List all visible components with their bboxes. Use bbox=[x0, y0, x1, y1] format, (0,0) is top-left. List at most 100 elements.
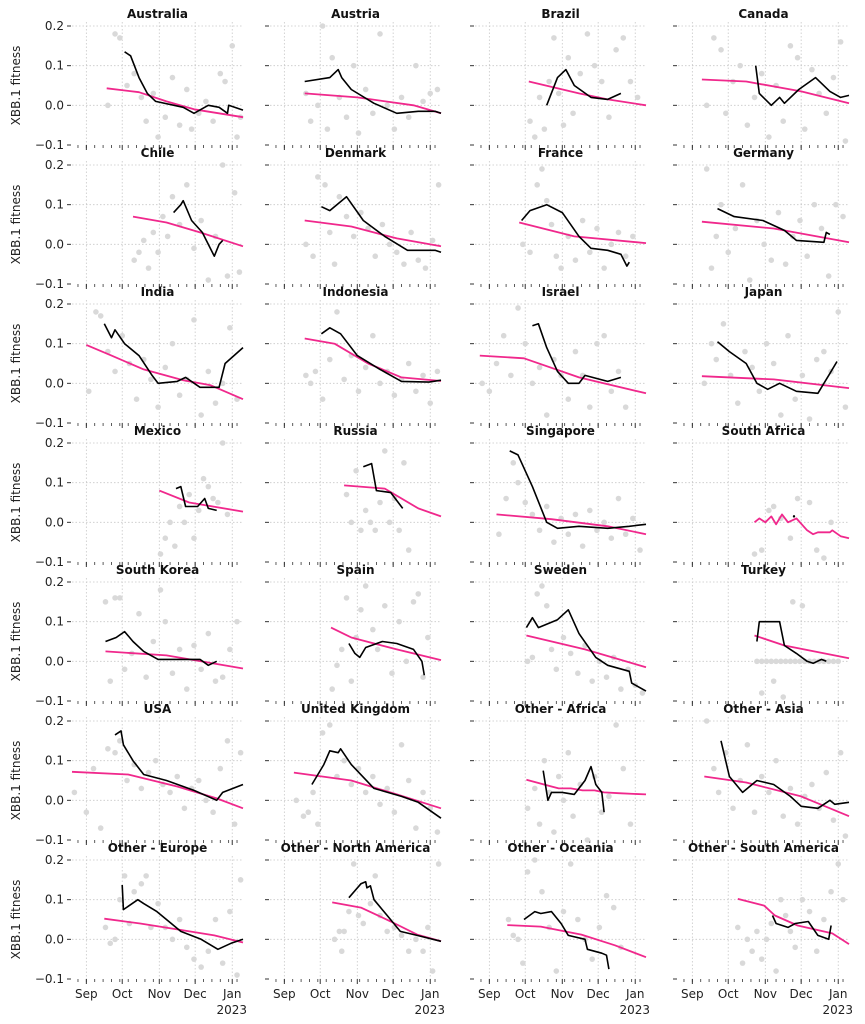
scatter-point bbox=[310, 789, 316, 796]
scatter-point bbox=[172, 543, 178, 549]
scatter-point bbox=[176, 916, 183, 923]
scatter-point bbox=[615, 495, 622, 502]
y-tick-label: 0.0 bbox=[45, 932, 64, 946]
scatter-point bbox=[97, 313, 104, 319]
scatter-point bbox=[205, 483, 212, 490]
model-line bbox=[106, 87, 244, 119]
y-tick-label: 0.0 bbox=[45, 654, 64, 668]
scatter-point bbox=[384, 785, 390, 792]
panel-indonesia: Indonesia bbox=[265, 285, 442, 428]
panel-title: Other - Oceania bbox=[507, 841, 613, 855]
scatter-point bbox=[627, 821, 634, 827]
scatter-point bbox=[350, 233, 357, 240]
scatter-point bbox=[551, 829, 557, 835]
scatter-point bbox=[536, 527, 543, 534]
y-tick-label: 0.1 bbox=[45, 615, 64, 629]
scatter-point bbox=[785, 332, 791, 339]
scatter-point bbox=[782, 912, 789, 919]
scatter-point bbox=[627, 78, 634, 85]
scatter-point bbox=[305, 809, 312, 816]
scatter-point bbox=[331, 936, 338, 943]
scatter-point bbox=[837, 39, 844, 45]
scatter-point bbox=[183, 86, 190, 93]
scatter-point bbox=[234, 134, 240, 140]
scatter-point bbox=[787, 785, 794, 792]
scatter-point bbox=[360, 920, 367, 927]
scatter-point bbox=[575, 670, 581, 677]
scatter-point bbox=[138, 94, 145, 101]
y-tick-label: 0.1 bbox=[45, 754, 64, 768]
scatter-point bbox=[813, 948, 820, 955]
scatter-point bbox=[711, 765, 717, 772]
y-tick-label: 0.2 bbox=[45, 714, 64, 728]
y-tick-label: 0.2 bbox=[45, 297, 64, 311]
y-tick-label: 0.2 bbox=[45, 19, 64, 33]
panel-canada: Canada bbox=[673, 7, 850, 150]
scatter-point bbox=[374, 646, 381, 653]
scatter-point bbox=[198, 217, 204, 224]
scatter-point bbox=[594, 527, 600, 534]
scatter-point bbox=[336, 193, 343, 200]
scatter-point bbox=[167, 519, 173, 526]
observed-line bbox=[771, 915, 832, 941]
scatter-point bbox=[217, 70, 224, 77]
scatter-point bbox=[222, 78, 228, 85]
scatter-point bbox=[586, 507, 593, 514]
scatter-point bbox=[205, 277, 212, 283]
scatter-point bbox=[435, 861, 442, 867]
scatter-point bbox=[634, 94, 641, 101]
scatter-point bbox=[701, 380, 708, 387]
scatter-point bbox=[370, 626, 376, 633]
scatter-point bbox=[200, 475, 207, 482]
scatter-point bbox=[486, 388, 493, 395]
scatter-point bbox=[548, 646, 555, 653]
scatter-point bbox=[622, 253, 629, 260]
scatter-point bbox=[761, 241, 767, 248]
observed-line bbox=[114, 730, 244, 802]
panel-title: Other - South America bbox=[688, 841, 839, 855]
scatter-point bbox=[768, 658, 775, 665]
scatter-point bbox=[548, 221, 555, 228]
scatter-point bbox=[520, 241, 526, 248]
scatter-point bbox=[818, 225, 825, 232]
scatter-point bbox=[334, 309, 340, 315]
panel-title: Canada bbox=[738, 7, 788, 21]
scatter-point bbox=[558, 265, 564, 271]
scatter-point bbox=[398, 742, 405, 748]
model-line bbox=[526, 778, 647, 796]
scatter-point bbox=[780, 118, 787, 124]
scatter-point bbox=[348, 519, 355, 526]
scatter-point bbox=[377, 31, 383, 37]
scatter-point bbox=[543, 503, 550, 510]
scatter-point bbox=[773, 658, 779, 665]
scatter-point bbox=[329, 686, 335, 692]
scatter-point bbox=[804, 253, 810, 260]
scatter-point bbox=[620, 765, 627, 772]
scatter-point bbox=[210, 809, 216, 816]
scatter-point bbox=[224, 738, 231, 744]
scatter-point bbox=[572, 511, 579, 518]
scatter-point bbox=[737, 62, 743, 69]
scatter-point bbox=[584, 31, 591, 37]
scatter-point bbox=[630, 515, 636, 522]
panel-title: Mexico bbox=[134, 424, 181, 438]
scatter-point bbox=[553, 968, 560, 974]
scatter-point bbox=[293, 797, 300, 804]
model-line bbox=[704, 775, 850, 818]
panel-mexico: Mexico −0.1 0.0 0.1 0.2 XBB.1 fitness bbox=[9, 424, 244, 569]
model-line bbox=[330, 626, 442, 661]
scatter-point bbox=[169, 340, 176, 347]
scatter-point bbox=[708, 265, 715, 271]
observed-line bbox=[311, 748, 442, 819]
scatter-point bbox=[584, 837, 591, 843]
panel-title: South Africa bbox=[722, 424, 806, 438]
observed-line bbox=[173, 199, 224, 257]
scatter-point bbox=[391, 809, 398, 816]
panel-title: United Kingdom bbox=[301, 702, 410, 716]
panel-title: South Korea bbox=[116, 563, 199, 577]
scatter-point bbox=[133, 396, 140, 403]
scatter-point bbox=[806, 499, 813, 506]
scatter-point bbox=[401, 460, 407, 466]
y-tick-label: 0.2 bbox=[45, 575, 64, 589]
scatter-point bbox=[703, 718, 710, 724]
